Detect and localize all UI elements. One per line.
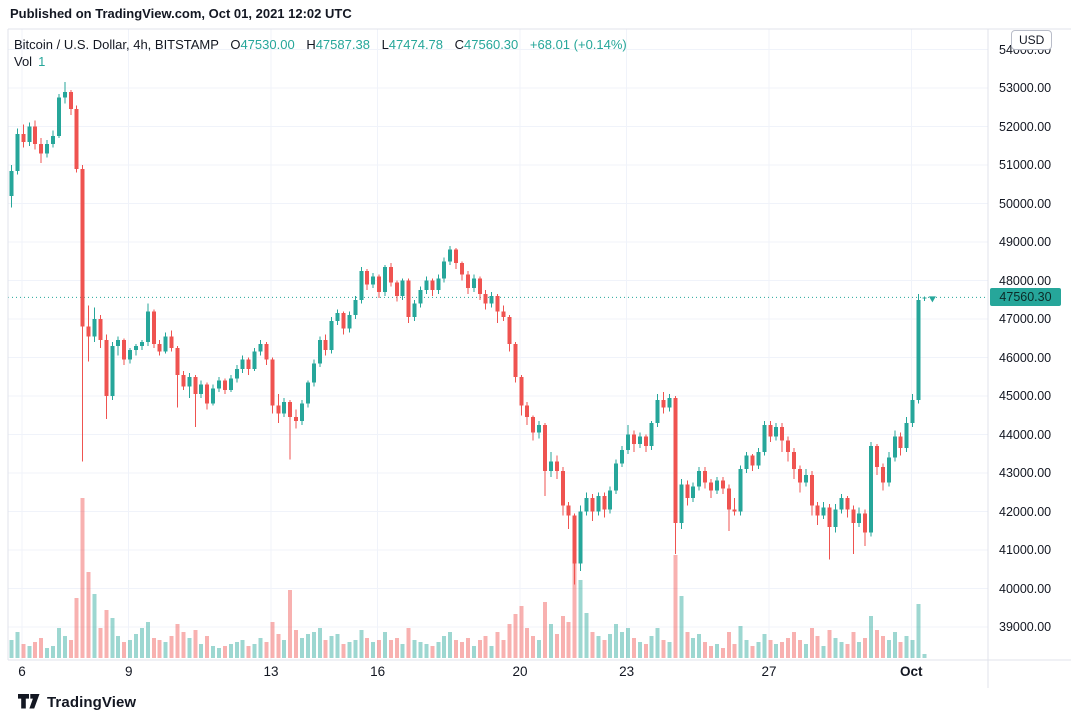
close-value: 47560.30 [464, 37, 519, 52]
volume-legend: Vol 1 [14, 54, 45, 69]
price-axis-label: 47000.00 [999, 312, 1052, 326]
volume-bars [9, 498, 927, 658]
time-axis-label: Oct [899, 664, 923, 679]
published-caption: Published on TradingView.com, Oct 01, 20… [10, 6, 352, 21]
close-label: C [454, 37, 465, 52]
candles [9, 82, 927, 585]
open-value: 47530.00 [240, 37, 295, 52]
time-axis-label: 20 [512, 664, 528, 679]
time-axis-label: 23 [619, 664, 635, 679]
price-axis[interactable]: 39000.00 40000.00 41000.00 42000.00 43000.00… [989, 0, 1071, 720]
price-axis-label: 41000.00 [999, 543, 1052, 557]
tradingview-logo-icon [18, 694, 40, 709]
price-axis-label: 53000.00 [999, 81, 1052, 95]
low-label: L [381, 37, 389, 52]
change-value: +68.01 (+0.14%) [529, 37, 627, 52]
pane-borders [7, 28, 1071, 688]
chart-legend: Bitcoin / U.S. Dollar, 4h, BITSTAMP O475… [14, 37, 627, 52]
time-axis-label: 9 [124, 664, 133, 679]
time-axis-label: 13 [263, 664, 279, 679]
price-axis-label: 45000.00 [999, 389, 1052, 403]
symbol-title: Bitcoin / U.S. Dollar, 4h, BITSTAMP [14, 37, 219, 52]
time-axis-label: 6 [18, 664, 26, 679]
price-axis-label: 50000.00 [999, 196, 1052, 211]
price-axis-label: 48000.00 [999, 273, 1052, 288]
last-price-marker [928, 296, 936, 303]
price-axis-label: 39000.00 [999, 620, 1052, 634]
time-axis-label: 27 [761, 664, 777, 679]
price-axis-label: 51000.00 [999, 158, 1052, 172]
price-axis-label: 52000.00 [999, 119, 1052, 134]
volume-value: 1 [38, 54, 46, 69]
volume-label: Vol [14, 54, 33, 69]
tradingview-logo[interactable]: TradingView [18, 694, 136, 711]
time-axis-label: 16 [370, 664, 386, 679]
price-axis-label: 40000.00 [999, 581, 1052, 596]
last-price-badge: 47560.30 [990, 288, 1061, 307]
currency-badge: USD [1011, 30, 1053, 50]
price-axis-label: 49000.00 [999, 235, 1052, 249]
high-label: H [306, 37, 316, 52]
price-axis-label: 42000.00 [999, 504, 1052, 519]
tradingview-logo-text: TradingView [47, 694, 137, 711]
price-axis-label: 46000.00 [999, 350, 1052, 365]
high-value: 47587.38 [315, 37, 370, 52]
price-axis-label: 43000.00 [999, 466, 1052, 480]
open-label: O [230, 37, 241, 52]
low-value: 47474.78 [388, 37, 444, 52]
price-axis-label: 44000.00 [999, 427, 1052, 442]
